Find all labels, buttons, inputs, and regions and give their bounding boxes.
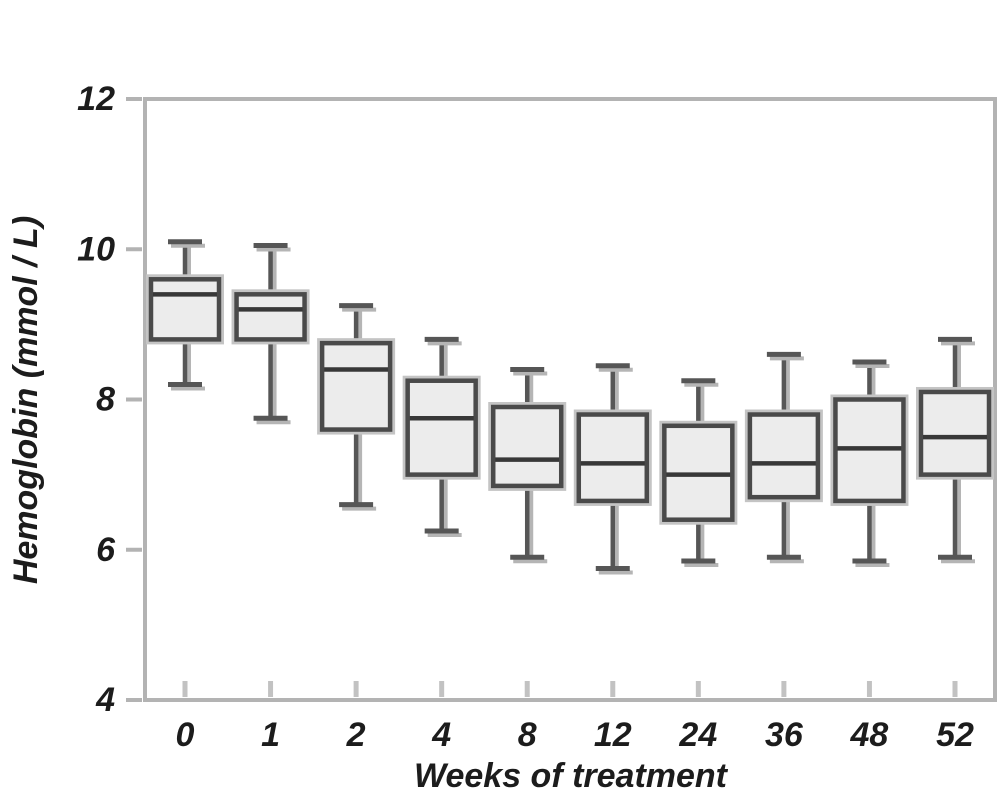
x-tick-label: 48 xyxy=(850,716,889,754)
boxplot-week-2 xyxy=(317,303,396,511)
box-iqr xyxy=(918,389,992,477)
box-iqr xyxy=(148,277,222,342)
boxplot-week-48 xyxy=(830,359,909,568)
y-tick-label: 8 xyxy=(96,381,115,419)
x-tick-label: 24 xyxy=(678,716,717,754)
x-tick-label: 8 xyxy=(518,716,537,754)
boxplot-week-1 xyxy=(231,242,310,425)
x-tick-label: 4 xyxy=(431,716,451,754)
x-tick-label: 12 xyxy=(594,716,632,754)
boxplot-week-24 xyxy=(659,378,738,568)
x-tick-label: 2 xyxy=(346,716,366,754)
boxplot-week-52 xyxy=(916,336,994,564)
y-tick-label: 10 xyxy=(77,230,115,268)
box-iqr xyxy=(576,412,650,504)
box-outer-edge xyxy=(402,375,481,480)
box-outer-edge xyxy=(146,274,224,345)
box-iqr xyxy=(234,292,307,342)
box-outer-edge xyxy=(317,338,396,435)
box-outer-edge xyxy=(488,402,567,491)
x-tick-label: 36 xyxy=(765,716,804,754)
y-tick-label: 4 xyxy=(95,681,115,719)
boxplot-week-0 xyxy=(146,239,224,391)
box-outer-edge xyxy=(573,409,652,506)
box-iqr xyxy=(490,404,564,489)
y-axis-title: Hemoglobin (mmol / L) xyxy=(7,215,45,585)
y-tick-label: 12 xyxy=(77,80,115,118)
boxplot-week-8 xyxy=(488,366,567,564)
box-iqr xyxy=(319,340,393,432)
x-tick-label: 0 xyxy=(176,716,195,754)
box-outer-edge xyxy=(916,386,994,480)
x-tick-label: 1 xyxy=(261,716,280,754)
y-tick-label: 6 xyxy=(96,531,116,569)
box-outer-edge xyxy=(659,420,738,525)
boxplot-week-4 xyxy=(402,336,481,537)
boxplot-week-12 xyxy=(573,363,652,575)
box-iqr xyxy=(747,412,821,500)
box-outer-edge xyxy=(231,289,310,345)
boxplot-week-36 xyxy=(744,351,823,564)
box-outer-edge xyxy=(744,409,823,503)
box-iqr xyxy=(405,378,478,477)
x-tick-label: 52 xyxy=(936,716,974,754)
x-axis-title: Weeks of treatment xyxy=(413,757,728,795)
box-outer-edge xyxy=(830,394,909,506)
